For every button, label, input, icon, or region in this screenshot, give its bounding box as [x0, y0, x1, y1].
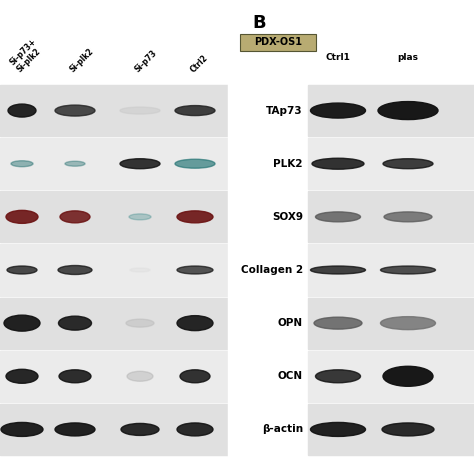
- Ellipse shape: [58, 316, 91, 330]
- Ellipse shape: [314, 317, 362, 329]
- Ellipse shape: [384, 212, 432, 222]
- Ellipse shape: [65, 161, 85, 166]
- Ellipse shape: [381, 317, 436, 329]
- Text: TAp73: TAp73: [266, 106, 303, 116]
- Ellipse shape: [382, 423, 434, 436]
- Ellipse shape: [58, 265, 92, 274]
- Bar: [308, 191, 474, 242]
- Ellipse shape: [130, 268, 150, 272]
- Ellipse shape: [7, 266, 37, 274]
- Ellipse shape: [6, 369, 38, 383]
- Text: Ctrl2: Ctrl2: [189, 53, 210, 74]
- Ellipse shape: [316, 212, 361, 222]
- Ellipse shape: [383, 366, 433, 386]
- FancyBboxPatch shape: [240, 34, 316, 51]
- Bar: [0, 138, 228, 189]
- Bar: [308, 298, 474, 349]
- Bar: [0, 245, 228, 296]
- Text: β-actin: β-actin: [262, 424, 303, 435]
- Ellipse shape: [59, 370, 91, 383]
- Ellipse shape: [4, 315, 40, 331]
- Ellipse shape: [180, 370, 210, 383]
- Ellipse shape: [310, 422, 365, 437]
- Ellipse shape: [381, 266, 436, 274]
- Text: B: B: [252, 14, 265, 32]
- Text: SOX9: SOX9: [272, 212, 303, 222]
- Bar: [308, 85, 474, 136]
- Ellipse shape: [8, 104, 36, 117]
- Text: Si-p73: Si-p73: [134, 48, 159, 74]
- Text: PLK2: PLK2: [273, 159, 303, 169]
- Ellipse shape: [316, 370, 361, 383]
- Text: Ctrl1: Ctrl1: [326, 53, 350, 62]
- Ellipse shape: [378, 101, 438, 119]
- Ellipse shape: [55, 423, 95, 436]
- Bar: [308, 351, 474, 402]
- Text: PDX-OS1: PDX-OS1: [254, 37, 302, 47]
- Ellipse shape: [127, 371, 153, 381]
- Ellipse shape: [175, 106, 215, 116]
- Ellipse shape: [120, 159, 160, 169]
- Bar: [0, 298, 228, 349]
- Ellipse shape: [177, 211, 213, 223]
- Bar: [0, 85, 228, 136]
- Text: OPN: OPN: [278, 318, 303, 328]
- Bar: [0, 351, 228, 402]
- Ellipse shape: [60, 211, 90, 223]
- Bar: [308, 245, 474, 296]
- Ellipse shape: [310, 266, 365, 274]
- Bar: [0, 404, 228, 455]
- Bar: [228, 0, 238, 474]
- Text: Si-p73+
Si-plk2: Si-p73+ Si-plk2: [8, 36, 46, 74]
- Bar: [0, 191, 228, 242]
- Bar: [308, 404, 474, 455]
- Ellipse shape: [129, 214, 151, 220]
- Ellipse shape: [121, 423, 159, 436]
- Ellipse shape: [126, 319, 154, 327]
- Ellipse shape: [55, 105, 95, 116]
- Ellipse shape: [177, 316, 213, 331]
- Ellipse shape: [1, 422, 43, 437]
- Text: Si-plk2: Si-plk2: [69, 46, 96, 74]
- Ellipse shape: [177, 266, 213, 274]
- Ellipse shape: [310, 103, 365, 118]
- Ellipse shape: [11, 161, 33, 167]
- Text: plas: plas: [398, 53, 419, 62]
- Ellipse shape: [120, 107, 160, 114]
- Bar: [308, 138, 474, 189]
- Ellipse shape: [312, 158, 364, 169]
- Text: Collagen 2: Collagen 2: [241, 265, 303, 275]
- Ellipse shape: [175, 159, 215, 168]
- Ellipse shape: [177, 423, 213, 436]
- Text: OCN: OCN: [278, 371, 303, 381]
- Ellipse shape: [6, 210, 38, 223]
- Ellipse shape: [383, 159, 433, 169]
